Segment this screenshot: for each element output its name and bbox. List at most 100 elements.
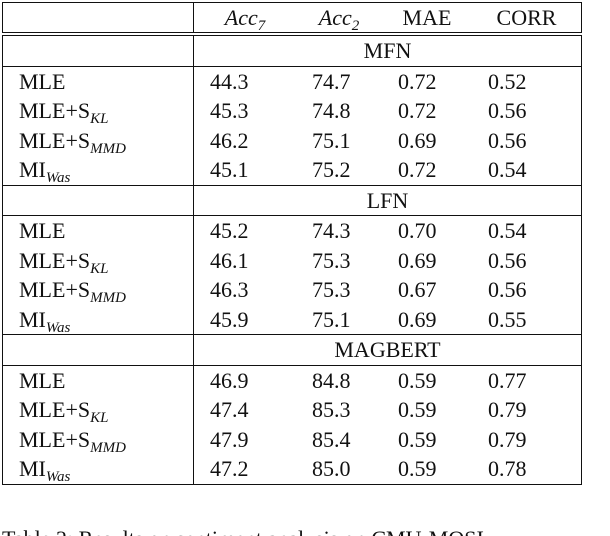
section-blank [2, 334, 194, 366]
value-cell: 0.59 [382, 395, 472, 425]
value: 0.59 [398, 367, 437, 393]
value-cell: 0.55 [472, 305, 582, 335]
section-title: LFN [193, 184, 582, 216]
value-cell: 0.59 [382, 425, 472, 455]
value-cell: 0.69 [382, 246, 472, 276]
method-name: MLE [19, 218, 66, 244]
section-title: MFN [193, 33, 582, 67]
value: 46.3 [210, 277, 249, 303]
method-name: MI [19, 157, 46, 183]
value: 84.8 [312, 367, 351, 393]
section-title-text: MFN [363, 38, 412, 64]
header-cell: CORR [472, 2, 582, 36]
value-cell: 0.56 [472, 96, 582, 126]
value: 74.7 [312, 68, 351, 94]
data-row: MLE 45.2 74.3 0.70 0.54 [2, 215, 582, 246]
method-subscript: KL [90, 410, 109, 427]
section-row: LFN [2, 184, 582, 216]
method-subscript: Was [45, 319, 71, 336]
value: 0.59 [398, 397, 437, 423]
value-cell: 45.3 [194, 96, 297, 126]
method-subscript: KL [90, 111, 109, 128]
value-cell: 0.72 [382, 155, 472, 185]
value: 75.1 [312, 306, 351, 332]
value-cell: 0.56 [472, 275, 582, 305]
method-name: MLE [19, 367, 66, 393]
value: 45.1 [210, 157, 249, 183]
method-cell: MLE+SKL [2, 96, 194, 128]
value: 0.59 [398, 426, 437, 452]
value-cell: 46.2 [194, 126, 297, 156]
header-text: CORR [496, 5, 557, 30]
value: 0.69 [398, 306, 437, 332]
method-subscript: Was [45, 469, 71, 486]
data-row: MLE 46.9 84.8 0.59 0.77 [2, 365, 582, 395]
data-row: MLE+SKL 47.4 85.3 0.59 0.79 [2, 395, 582, 427]
value-cell: 0.79 [472, 425, 582, 455]
value: 46.2 [210, 127, 249, 153]
value-cell: 0.69 [382, 305, 472, 335]
value: 74.3 [312, 218, 351, 244]
value-cell: 74.8 [296, 96, 382, 126]
value: 85.3 [312, 397, 351, 423]
value-cell: 45.2 [194, 216, 297, 246]
value: 0.69 [398, 247, 437, 273]
header-subscript: 2 [351, 18, 360, 34]
method-cell: MLE+SMMD [2, 275, 194, 306]
header-text: MAE [402, 5, 452, 30]
method-subscript: MMD [90, 140, 126, 157]
value: 0.54 [488, 218, 527, 244]
method-name: MI [19, 456, 46, 482]
value-cell: 0.72 [382, 96, 472, 126]
value: 0.79 [488, 426, 527, 452]
results-table: Acc7 Acc2 MAE CORR MFN MLE 44.3 74.7 0.72 0.52 MLE… [2, 2, 582, 485]
method-cell: MLE+SKL [2, 245, 194, 277]
value-cell: 0.77 [472, 365, 582, 395]
value: 47.9 [210, 426, 249, 452]
data-row: MIWas 47.2 85.0 0.59 0.78 [2, 454, 582, 486]
value: 85.0 [312, 456, 351, 482]
value: 85.4 [312, 426, 351, 452]
method-cell: MLE+SKL [2, 395, 194, 427]
method-cell: MLE+SMMD [2, 424, 194, 455]
value: 75.1 [312, 127, 351, 153]
header-text: Acc [318, 5, 352, 30]
value: 0.69 [398, 127, 437, 153]
value-cell: 84.8 [296, 365, 382, 395]
method-name: MLE [19, 68, 66, 94]
value: 75.2 [312, 157, 351, 183]
caption: Table 2: Results on sentiment analysis o… [2, 526, 484, 536]
value: 0.59 [398, 456, 437, 482]
section-title-text: LFN [366, 187, 409, 213]
value-cell: 0.52 [472, 66, 582, 96]
header-cell: Acc7 [193, 2, 296, 36]
value: 46.1 [210, 247, 249, 273]
value-cell: 74.7 [296, 66, 382, 96]
value: 0.52 [488, 68, 527, 94]
value: 75.3 [312, 277, 351, 303]
value: 0.77 [488, 367, 527, 393]
value-cell: 0.78 [472, 454, 582, 484]
method-cell: MIWas [2, 155, 194, 187]
value-cell: 0.69 [382, 126, 472, 156]
data-row: MLE+SKL 45.3 74.8 0.72 0.56 [2, 96, 582, 128]
value-cell: 0.72 [382, 66, 472, 96]
header-cell: MAE [382, 2, 472, 36]
header-text: Acc [224, 5, 258, 30]
value-cell: 0.54 [472, 216, 582, 246]
value: 0.56 [488, 277, 527, 303]
data-row: MLE+SMMD 46.3 75.3 0.67 0.56 [2, 275, 582, 306]
section-title: MAGBERT [193, 334, 582, 366]
method-name: MI [19, 306, 46, 332]
method-cell: MLE [2, 66, 194, 96]
value-cell: 0.54 [472, 155, 582, 185]
value-cell: 75.3 [296, 275, 382, 305]
method-subscript: Was [45, 170, 71, 187]
data-row: MLE+SMMD 47.9 85.4 0.59 0.79 [2, 424, 582, 455]
value: 0.67 [398, 277, 437, 303]
value-cell: 75.1 [296, 305, 382, 335]
method-subscript: KL [90, 260, 109, 277]
value-cell: 0.56 [472, 246, 582, 276]
value-cell: 46.3 [194, 275, 297, 305]
value-cell: 46.1 [194, 246, 297, 276]
